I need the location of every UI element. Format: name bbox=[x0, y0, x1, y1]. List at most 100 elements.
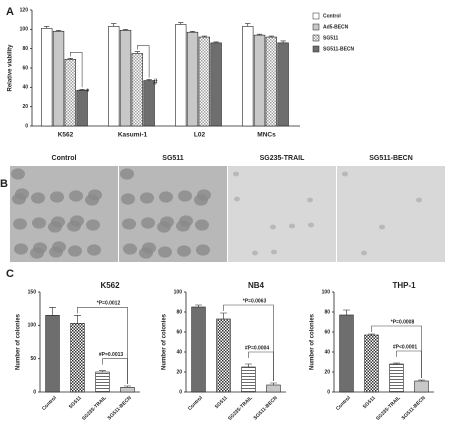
y-tick-label: 120 bbox=[20, 7, 29, 13]
image-label: SG511-BECN bbox=[369, 155, 413, 162]
cell-colony bbox=[121, 193, 135, 205]
annotation: #P<0.0001 bbox=[393, 344, 418, 350]
legend-swatch bbox=[312, 23, 320, 31]
chart-title: K562 bbox=[100, 281, 120, 290]
bar bbox=[253, 34, 266, 127]
y-tick-label: 50 bbox=[30, 356, 36, 362]
bracket bbox=[102, 358, 128, 384]
panel-label: A bbox=[6, 6, 14, 18]
micrograph bbox=[119, 166, 227, 262]
y-axis-label: Relative viability bbox=[8, 44, 14, 92]
y-axis-label: Number of colonies bbox=[16, 313, 22, 370]
error-bar bbox=[178, 22, 184, 25]
error-bar bbox=[146, 79, 152, 81]
cell-colony bbox=[140, 192, 154, 204]
error-bar bbox=[49, 307, 56, 316]
cell-colony bbox=[86, 219, 100, 231]
error-bar bbox=[393, 362, 400, 364]
y-axis-label: Number of colonies bbox=[310, 313, 316, 370]
cell-colony bbox=[233, 171, 239, 177]
error-bar bbox=[44, 26, 50, 29]
cell-colony bbox=[70, 215, 84, 227]
x-tick-label: SG235-TRAIL bbox=[81, 395, 108, 422]
x-tick-label: SG511-BECN bbox=[401, 395, 428, 422]
x-tick-label: SG235-TRAIL bbox=[227, 395, 254, 422]
y-tick-label: 100 bbox=[28, 323, 37, 329]
bar bbox=[364, 334, 379, 393]
y-tick-label: 0 bbox=[327, 389, 330, 395]
y-tick-label: 40 bbox=[324, 349, 330, 355]
error-bar bbox=[213, 41, 219, 43]
error-bar bbox=[124, 385, 131, 388]
cell-colony bbox=[342, 171, 348, 177]
cell-colony bbox=[15, 188, 29, 200]
legend-swatch bbox=[312, 12, 320, 20]
bracket bbox=[248, 351, 274, 381]
y-tick-label: 150 bbox=[28, 289, 37, 295]
y-tick-label: 80 bbox=[176, 309, 182, 315]
x-tick-label: SG511 bbox=[362, 395, 377, 410]
cell-colony bbox=[234, 196, 240, 202]
error-bar bbox=[280, 40, 286, 43]
cell-colony bbox=[88, 189, 102, 201]
annotation: # bbox=[153, 78, 158, 87]
error-bar bbox=[79, 88, 85, 91]
bar bbox=[95, 371, 110, 393]
y-axis-label: Number of colonies bbox=[162, 313, 168, 370]
x-tick-label: SG511 bbox=[214, 395, 229, 410]
bar bbox=[242, 26, 254, 127]
error-bar bbox=[99, 370, 106, 372]
bar bbox=[120, 387, 135, 393]
image-label: Control bbox=[52, 155, 77, 162]
x-tick-label: L02 bbox=[194, 132, 206, 139]
y-tick-label: 60 bbox=[324, 329, 330, 335]
cell-colony bbox=[158, 246, 172, 258]
y-tick-label: 40 bbox=[176, 349, 182, 355]
cell-colony bbox=[13, 218, 27, 230]
cell-colony bbox=[68, 245, 82, 257]
bar bbox=[277, 42, 289, 127]
x-tick-label: SG511-BECN bbox=[253, 395, 280, 422]
legend-swatch bbox=[312, 34, 320, 42]
panel-label: C bbox=[6, 268, 14, 280]
cell-colony bbox=[179, 215, 193, 227]
y-tick-label: 20 bbox=[22, 104, 28, 110]
cell-colony bbox=[196, 244, 210, 256]
bar bbox=[241, 366, 256, 393]
micrograph bbox=[337, 166, 445, 262]
y-tick-label: 100 bbox=[20, 27, 29, 33]
y-tick-label: 60 bbox=[176, 329, 182, 335]
cell-colony bbox=[379, 224, 385, 230]
cell-colony bbox=[52, 241, 66, 253]
annotation: *P=0.0063 bbox=[243, 298, 267, 304]
cell-colony bbox=[69, 190, 83, 202]
bar bbox=[52, 30, 65, 127]
cell-colony bbox=[123, 243, 137, 255]
x-tick-label: SG511-BECN bbox=[107, 395, 134, 422]
bar bbox=[389, 363, 404, 393]
cell-colony bbox=[270, 224, 276, 230]
y-tick-label: 100 bbox=[174, 289, 183, 295]
bar bbox=[339, 314, 354, 393]
bar bbox=[70, 323, 85, 393]
cell-colony bbox=[122, 218, 136, 230]
cell-colony bbox=[11, 168, 25, 180]
error-bar bbox=[74, 315, 81, 324]
x-tick-label: Kasumi-1 bbox=[118, 132, 148, 139]
cell-colony bbox=[307, 197, 313, 203]
x-tick-label: SG235-TRAIL bbox=[375, 395, 402, 422]
error-bar bbox=[134, 51, 141, 54]
bar bbox=[175, 24, 187, 127]
error-bar bbox=[245, 23, 251, 27]
cell-colony bbox=[51, 216, 65, 228]
chart-title: THP-1 bbox=[392, 281, 416, 290]
y-tick-label: 0 bbox=[179, 389, 182, 395]
error-bar bbox=[418, 379, 425, 381]
cell-colony bbox=[289, 223, 295, 229]
y-tick-label: 40 bbox=[22, 85, 28, 91]
bar bbox=[143, 80, 155, 127]
panel-label: B bbox=[0, 178, 8, 190]
bracket bbox=[70, 52, 83, 88]
bar bbox=[266, 384, 281, 393]
